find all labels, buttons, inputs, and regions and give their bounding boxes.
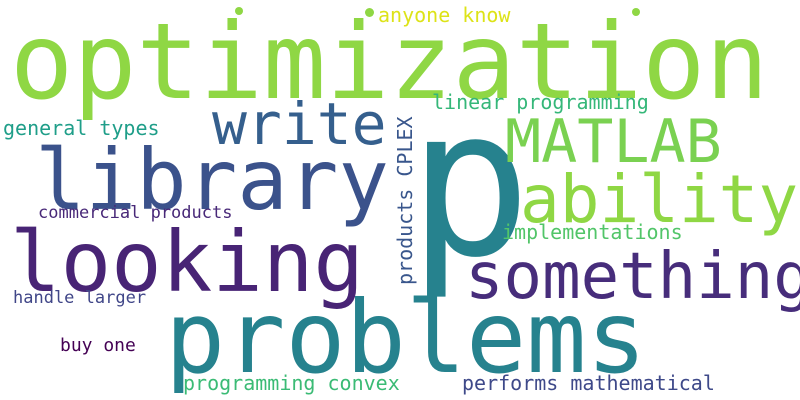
word-commercial-products: commercial products xyxy=(38,203,233,223)
word-linear-programming: linear programming xyxy=(432,90,649,114)
dot-1 xyxy=(235,7,243,15)
word-looking: looking xyxy=(10,213,365,311)
word-implementations: implementations xyxy=(502,220,683,244)
word-matlab: MATLAB xyxy=(505,107,722,177)
word-something: something xyxy=(465,240,800,314)
dot-3 xyxy=(632,8,640,16)
word-p: p xyxy=(408,65,532,303)
word-optimization: optimization xyxy=(10,1,769,123)
word-programming-convex: programming convex xyxy=(183,371,400,395)
word-anyone-know: anyone know xyxy=(378,3,511,27)
word-library: library xyxy=(35,131,390,229)
word-handle-larger: handle larger xyxy=(13,288,147,308)
word-write: write xyxy=(212,90,387,158)
word-performs-mathematical: performs mathematical xyxy=(462,371,715,395)
dot-2 xyxy=(365,8,374,17)
word-general-types: general types xyxy=(3,116,160,140)
word-problems: problems xyxy=(165,279,647,396)
word-ability: ability xyxy=(520,161,799,238)
word-products-cplex: products CPLEX xyxy=(393,116,417,285)
word-buy-one: buy one xyxy=(60,335,136,356)
